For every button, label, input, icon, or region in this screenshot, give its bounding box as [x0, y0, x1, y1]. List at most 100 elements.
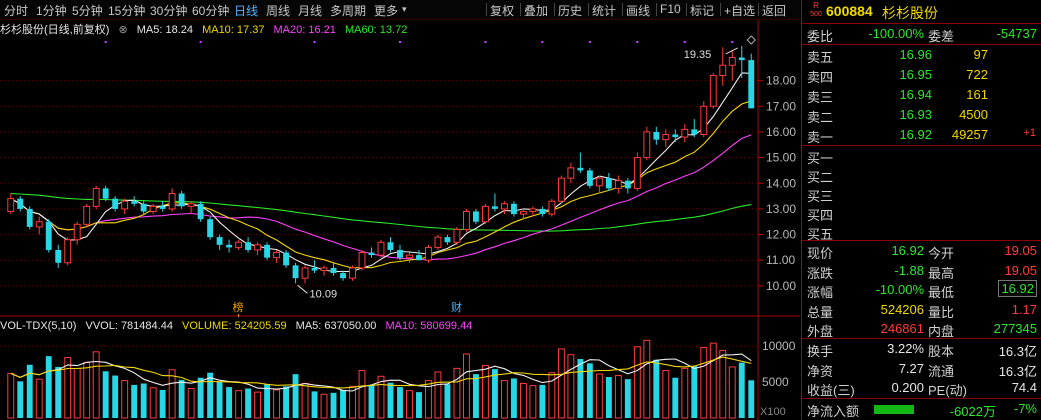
toolbar-separator: [720, 3, 721, 16]
vol-indicator-name[interactable]: VOL-TDX(5,10): [0, 320, 77, 332]
period-tab-10[interactable]: 更多: [374, 4, 399, 18]
info-dot: [104, 41, 107, 43]
toolbar-action-8[interactable]: 返回: [762, 4, 787, 18]
volume-bar: [624, 379, 631, 418]
candle-body: [738, 57, 745, 61]
ma10-value: MA10: 17.37: [202, 24, 265, 36]
sell-level-1: 卖一 16.92 49257 +1: [802, 125, 1041, 145]
stat-value: 246861: [880, 321, 924, 336]
period-tab-7[interactable]: 周线: [266, 4, 291, 18]
candle-body: [358, 252, 366, 269]
sell-level-5: 卖五 16.96 97: [802, 45, 1041, 65]
stock-badge: R 500: [808, 1, 824, 21]
more-chevron-down-icon[interactable]: ▾: [402, 4, 407, 14]
collapse-icon[interactable]: ⊗: [118, 24, 128, 36]
toolbar-separator: [520, 3, 521, 16]
candle-62: [595, 175, 603, 419]
volume-bar: [7, 372, 15, 419]
candle-13: [131, 196, 138, 418]
candle-14: [140, 201, 147, 418]
stat-row-0: 现价 16.92 今开 19.05: [802, 241, 1041, 261]
sell-level-volume: 97: [973, 47, 988, 62]
candle-12: [121, 198, 129, 419]
candle-22: [216, 234, 223, 418]
volume-bar: [434, 371, 442, 419]
candle-body: [719, 64, 727, 76]
candle-25: [245, 237, 252, 418]
candle-32: [311, 260, 318, 418]
volume-bar: [653, 359, 660, 418]
stat2-value: 7.27: [898, 360, 924, 376]
stat-value-2: 19.05: [1004, 262, 1037, 278]
candle-70: [672, 129, 679, 418]
candle-body: [17, 198, 24, 209]
candle-66: [633, 152, 641, 419]
toolbar-action-1[interactable]: 叠加: [524, 4, 549, 18]
volume-bar: [311, 391, 318, 418]
toolbar-action-6[interactable]: 标记: [690, 4, 715, 18]
candle-body: [491, 206, 498, 209]
candle-17: [168, 188, 176, 419]
kline-chart[interactable]: 18.00 17.00 16.00 15.00 14.00 13.00 12.00 11.00…: [0, 0, 800, 420]
period-tab-6[interactable]: 日线: [234, 4, 259, 18]
candle-51: [491, 193, 498, 418]
toolbar-action-3[interactable]: 统计: [592, 4, 617, 18]
candle-0: [7, 193, 15, 419]
buy-level-label: 买三: [807, 189, 834, 204]
candle-body: [624, 180, 631, 189]
candle-body: [254, 244, 262, 251]
toolbar-action-5[interactable]: F10: [660, 2, 681, 16]
toolbar-action-0[interactable]: 复权: [490, 4, 515, 18]
toolbar-action-2[interactable]: 历史: [558, 4, 583, 18]
candle-body: [681, 128, 689, 138]
candle-43: [416, 249, 422, 418]
stat2-label: 净资: [807, 363, 834, 379]
candle-body: [83, 205, 91, 225]
event-marker-bang: 榜: [233, 300, 244, 314]
candle-body: [709, 74, 717, 107]
candle-63: [605, 172, 612, 418]
volume-bar: [273, 389, 281, 419]
candle-body: [168, 193, 176, 210]
period-tab-1[interactable]: 1分钟: [36, 4, 67, 18]
buy-level-label: 买四: [807, 208, 834, 223]
stat2-value-2: 16.3亿: [998, 344, 1037, 359]
period-tab-8[interactable]: 月线: [298, 4, 323, 18]
high-pointer: [725, 47, 738, 55]
period-tab-4[interactable]: 30分钟: [150, 4, 188, 18]
candle-body: [377, 241, 385, 256]
candle-body: [605, 178, 612, 189]
stat-label: 现价: [807, 246, 834, 261]
candle-body: [700, 105, 708, 136]
candle-body: [140, 203, 147, 212]
candle-body: [283, 252, 290, 266]
buy-level-1: 买一: [802, 146, 1041, 166]
toolbar-action-4[interactable]: 画线: [626, 4, 651, 18]
candle-76: [728, 49, 736, 419]
period-tab-5[interactable]: 60分钟: [192, 4, 230, 18]
period-tab-0[interactable]: 分时: [4, 4, 29, 18]
volume-value: VOLUME: 524205.59: [182, 320, 287, 332]
candle-27: [264, 242, 271, 418]
candle-body: [245, 242, 252, 250]
stat2-value-2: 16.3亿: [998, 363, 1037, 379]
volume-bar: [112, 375, 119, 418]
toolbar-separator: [686, 3, 687, 16]
period-tab-3[interactable]: 15分钟: [108, 4, 146, 18]
sell-level-price: 16.96: [899, 47, 932, 62]
stat2-label: 换手: [807, 344, 834, 359]
volume-ma10-line: [10, 356, 752, 389]
badge-top: R: [813, 1, 819, 10]
stat-row-2: 涨幅 -10.00% 最低 16.92: [802, 280, 1041, 300]
toolbar-action-7[interactable]: +自选: [724, 4, 756, 18]
sell-level-label: 卖四: [807, 70, 834, 85]
candle-34: [330, 262, 337, 418]
period-tab-2[interactable]: 5分钟: [72, 4, 103, 18]
candle-4: [45, 219, 52, 418]
volume-bar: [292, 374, 299, 418]
candle-body: [557, 177, 565, 202]
candle-body: [472, 211, 479, 222]
period-tab-9[interactable]: 多周期: [330, 4, 367, 18]
volume-bar: [320, 393, 328, 419]
volume-bar: [197, 377, 204, 418]
